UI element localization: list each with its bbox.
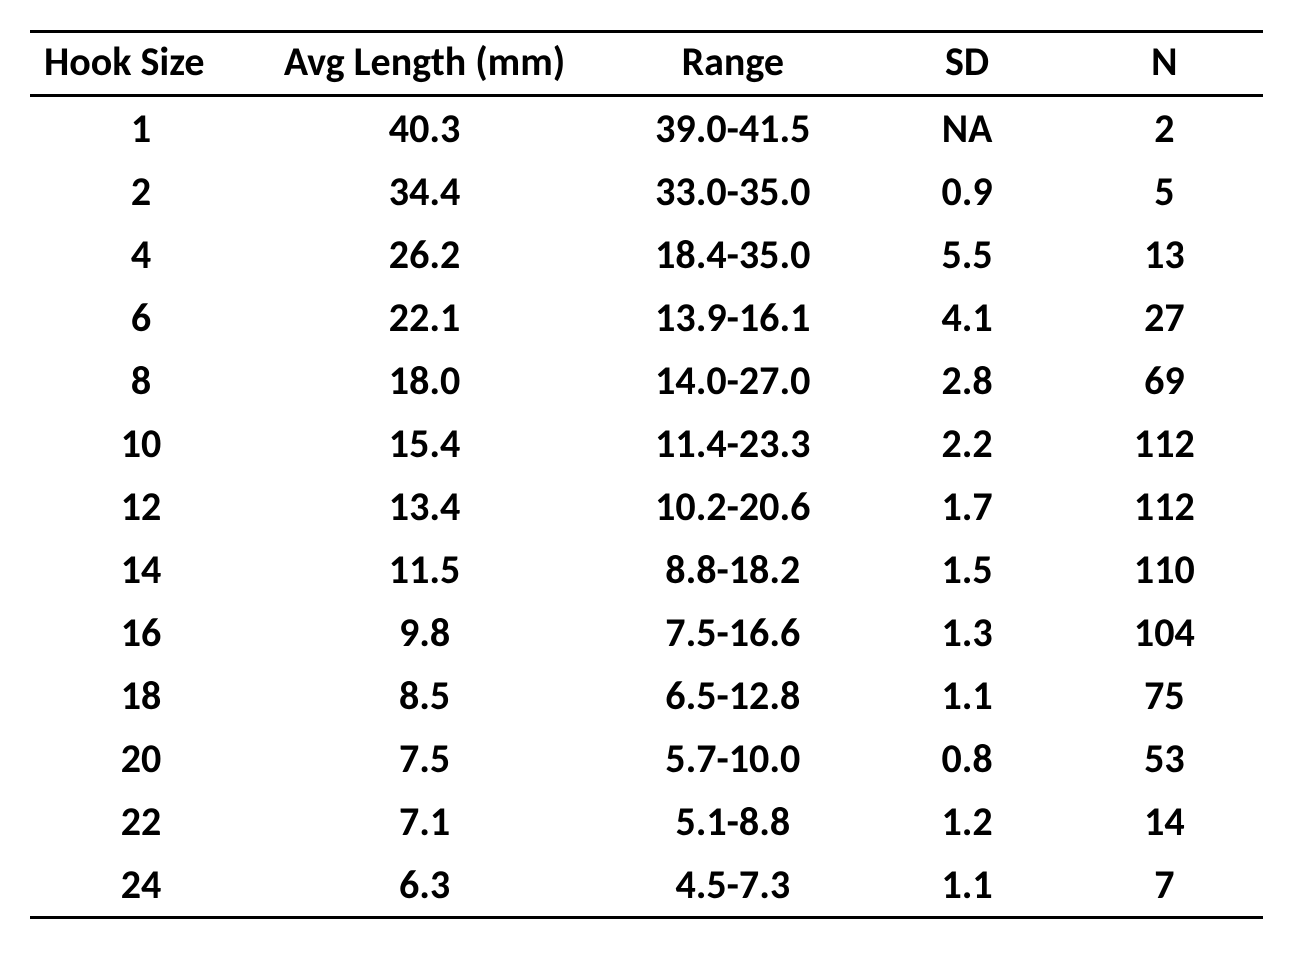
cell-hook-size: 14: [30, 538, 252, 601]
table-row: 12 13.4 10.2-20.6 1.7 112: [30, 475, 1263, 538]
col-header-n: N: [1066, 32, 1263, 96]
cell-range: 33.0-35.0: [597, 160, 868, 223]
cell-sd: 4.1: [868, 286, 1065, 349]
hook-size-table-page: Hook Size Avg Length (mm) Range SD N 1 4…: [0, 0, 1293, 949]
col-header-avg-length: Avg Length (mm): [252, 32, 597, 96]
cell-n: 69: [1066, 349, 1263, 412]
cell-sd: 1.7: [868, 475, 1065, 538]
cell-avg-length: 15.4: [252, 412, 597, 475]
cell-range: 10.2-20.6: [597, 475, 868, 538]
cell-avg-length: 13.4: [252, 475, 597, 538]
cell-n: 27: [1066, 286, 1263, 349]
table-header: Hook Size Avg Length (mm) Range SD N: [30, 32, 1263, 96]
cell-sd: 0.8: [868, 727, 1065, 790]
table-row: 24 6.3 4.5-7.3 1.1 7: [30, 853, 1263, 918]
cell-avg-length: 6.3: [252, 853, 597, 918]
table-row: 8 18.0 14.0-27.0 2.8 69: [30, 349, 1263, 412]
cell-n: 75: [1066, 664, 1263, 727]
cell-avg-length: 7.5: [252, 727, 597, 790]
cell-range: 5.1-8.8: [597, 790, 868, 853]
table-row: 2 34.4 33.0-35.0 0.9 5: [30, 160, 1263, 223]
table-row: 1 40.3 39.0-41.5 NA 2: [30, 96, 1263, 161]
table-row: 20 7.5 5.7-10.0 0.8 53: [30, 727, 1263, 790]
cell-n: 104: [1066, 601, 1263, 664]
cell-hook-size: 16: [30, 601, 252, 664]
cell-n: 112: [1066, 475, 1263, 538]
table-row: 10 15.4 11.4-23.3 2.2 112: [30, 412, 1263, 475]
cell-hook-size: 6: [30, 286, 252, 349]
cell-n: 110: [1066, 538, 1263, 601]
cell-n: 5: [1066, 160, 1263, 223]
cell-n: 13: [1066, 223, 1263, 286]
cell-avg-length: 40.3: [252, 96, 597, 161]
cell-avg-length: 18.0: [252, 349, 597, 412]
table-row: 16 9.8 7.5-16.6 1.3 104: [30, 601, 1263, 664]
cell-hook-size: 20: [30, 727, 252, 790]
cell-hook-size: 8: [30, 349, 252, 412]
cell-hook-size: 22: [30, 790, 252, 853]
cell-sd: 2.8: [868, 349, 1065, 412]
cell-avg-length: 9.8: [252, 601, 597, 664]
table-row: 18 8.5 6.5-12.8 1.1 75: [30, 664, 1263, 727]
cell-sd: 1.3: [868, 601, 1065, 664]
col-header-hook-size: Hook Size: [30, 32, 252, 96]
cell-avg-length: 7.1: [252, 790, 597, 853]
cell-sd: 0.9: [868, 160, 1065, 223]
table-row: 22 7.1 5.1-8.8 1.2 14: [30, 790, 1263, 853]
table-row: 6 22.1 13.9-16.1 4.1 27: [30, 286, 1263, 349]
cell-avg-length: 8.5: [252, 664, 597, 727]
cell-n: 2: [1066, 96, 1263, 161]
cell-sd: 1.5: [868, 538, 1065, 601]
cell-sd: 2.2: [868, 412, 1065, 475]
cell-hook-size: 18: [30, 664, 252, 727]
cell-range: 7.5-16.6: [597, 601, 868, 664]
cell-range: 39.0-41.5: [597, 96, 868, 161]
cell-avg-length: 11.5: [252, 538, 597, 601]
cell-hook-size: 1: [30, 96, 252, 161]
cell-avg-length: 34.4: [252, 160, 597, 223]
cell-hook-size: 10: [30, 412, 252, 475]
cell-sd: NA: [868, 96, 1065, 161]
table-header-row: Hook Size Avg Length (mm) Range SD N: [30, 32, 1263, 96]
cell-range: 8.8-18.2: [597, 538, 868, 601]
cell-range: 4.5-7.3: [597, 853, 868, 918]
cell-sd: 1.2: [868, 790, 1065, 853]
cell-hook-size: 24: [30, 853, 252, 918]
cell-hook-size: 4: [30, 223, 252, 286]
cell-sd: 1.1: [868, 853, 1065, 918]
cell-range: 13.9-16.1: [597, 286, 868, 349]
cell-range: 6.5-12.8: [597, 664, 868, 727]
cell-avg-length: 26.2: [252, 223, 597, 286]
table-row: 14 11.5 8.8-18.2 1.5 110: [30, 538, 1263, 601]
col-header-range: Range: [597, 32, 868, 96]
cell-hook-size: 2: [30, 160, 252, 223]
cell-n: 14: [1066, 790, 1263, 853]
cell-range: 18.4-35.0: [597, 223, 868, 286]
cell-n: 53: [1066, 727, 1263, 790]
hook-size-table: Hook Size Avg Length (mm) Range SD N 1 4…: [30, 30, 1263, 919]
cell-hook-size: 12: [30, 475, 252, 538]
cell-sd: 1.1: [868, 664, 1065, 727]
col-header-sd: SD: [868, 32, 1065, 96]
cell-sd: 5.5: [868, 223, 1065, 286]
cell-range: 14.0-27.0: [597, 349, 868, 412]
cell-range: 5.7-10.0: [597, 727, 868, 790]
cell-avg-length: 22.1: [252, 286, 597, 349]
cell-range: 11.4-23.3: [597, 412, 868, 475]
cell-n: 112: [1066, 412, 1263, 475]
table-row: 4 26.2 18.4-35.0 5.5 13: [30, 223, 1263, 286]
cell-n: 7: [1066, 853, 1263, 918]
table-body: 1 40.3 39.0-41.5 NA 2 2 34.4 33.0-35.0 0…: [30, 96, 1263, 918]
